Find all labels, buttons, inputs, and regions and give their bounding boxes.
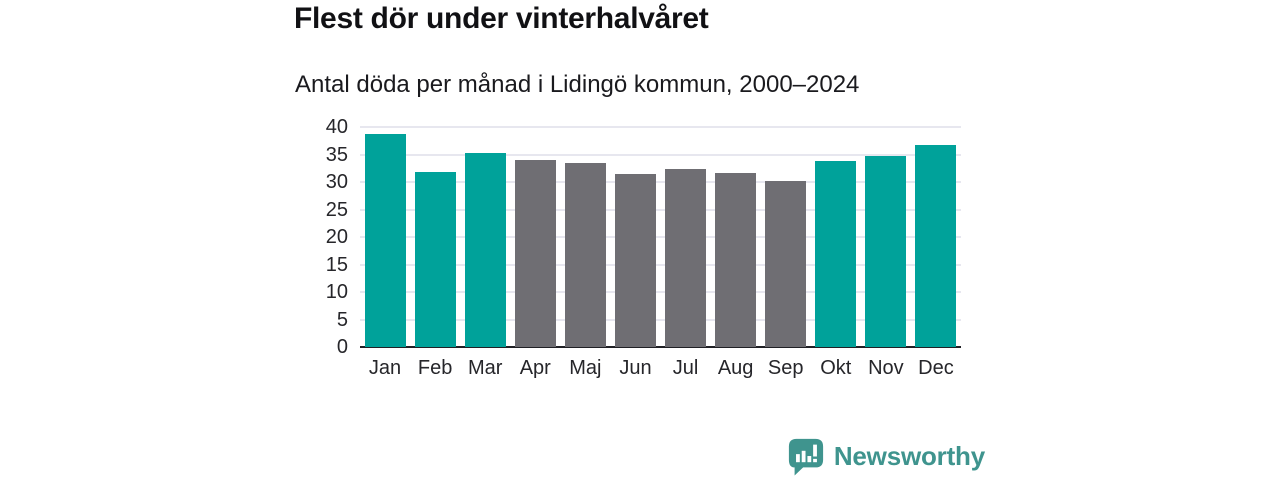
x-tick-label-dec: Dec <box>918 357 954 379</box>
y-tick-label-5: 5 <box>336 308 348 331</box>
x-tick-label-sep: Sep <box>767 357 804 379</box>
bar-mar <box>464 152 506 347</box>
bar-jun <box>614 174 656 347</box>
gridline-15 <box>360 263 961 266</box>
bar-dec <box>915 145 957 347</box>
bar-apr <box>514 160 556 347</box>
gridline-20 <box>360 236 961 238</box>
x-tick-label-maj: Maj <box>569 357 602 379</box>
chart-title: Flest dör under vinterhalvåret <box>294 2 709 35</box>
newsworthy-logo-icon <box>788 438 823 476</box>
gridline-5 <box>360 318 961 321</box>
bar-feb <box>414 171 456 347</box>
gridline-10 <box>360 291 961 293</box>
y-tick-label-10: 10 <box>325 281 348 303</box>
brand-footer: Newsworthy <box>787 437 985 476</box>
y-tick-label-30: 30 <box>325 171 348 193</box>
gridline-30 <box>360 181 961 183</box>
chart-subtitle: Antal döda per månad i Lidingö kommun, 2… <box>295 71 860 98</box>
brand-name: Newsworthy <box>833 441 985 471</box>
y-tick-label-40: 40 <box>325 116 348 138</box>
x-tick-label-jul: Jul <box>672 357 699 379</box>
x-axis-line <box>360 345 961 348</box>
x-tick-label-jun: Jun <box>619 357 652 379</box>
x-tick-label-feb: Feb <box>417 357 453 379</box>
y-tick-label-0: 0 <box>336 336 348 358</box>
bar-jul <box>665 169 707 347</box>
bar-nov <box>865 155 907 347</box>
y-tick-label-35: 35 <box>325 143 348 166</box>
bar-aug <box>715 172 757 347</box>
x-tick-label-jan: Jan <box>368 357 402 379</box>
gridline-25 <box>360 208 961 211</box>
gridline-35 <box>360 153 961 156</box>
y-tick-label-15: 15 <box>325 253 348 276</box>
x-tick-label-okt: Okt <box>820 357 852 379</box>
bar-maj <box>564 162 606 347</box>
gridline-40 <box>360 126 961 128</box>
x-tick-label-nov: Nov <box>868 357 904 379</box>
x-tick-label-mar: Mar <box>467 357 503 379</box>
x-tick-label-apr: Apr <box>519 357 551 379</box>
bar-sep <box>765 180 807 347</box>
y-tick-label-20: 20 <box>325 226 348 248</box>
bar-okt <box>815 161 857 347</box>
x-tick-label-aug: Aug <box>717 357 754 379</box>
bar-jan <box>364 133 406 347</box>
y-tick-label-25: 25 <box>325 198 348 221</box>
